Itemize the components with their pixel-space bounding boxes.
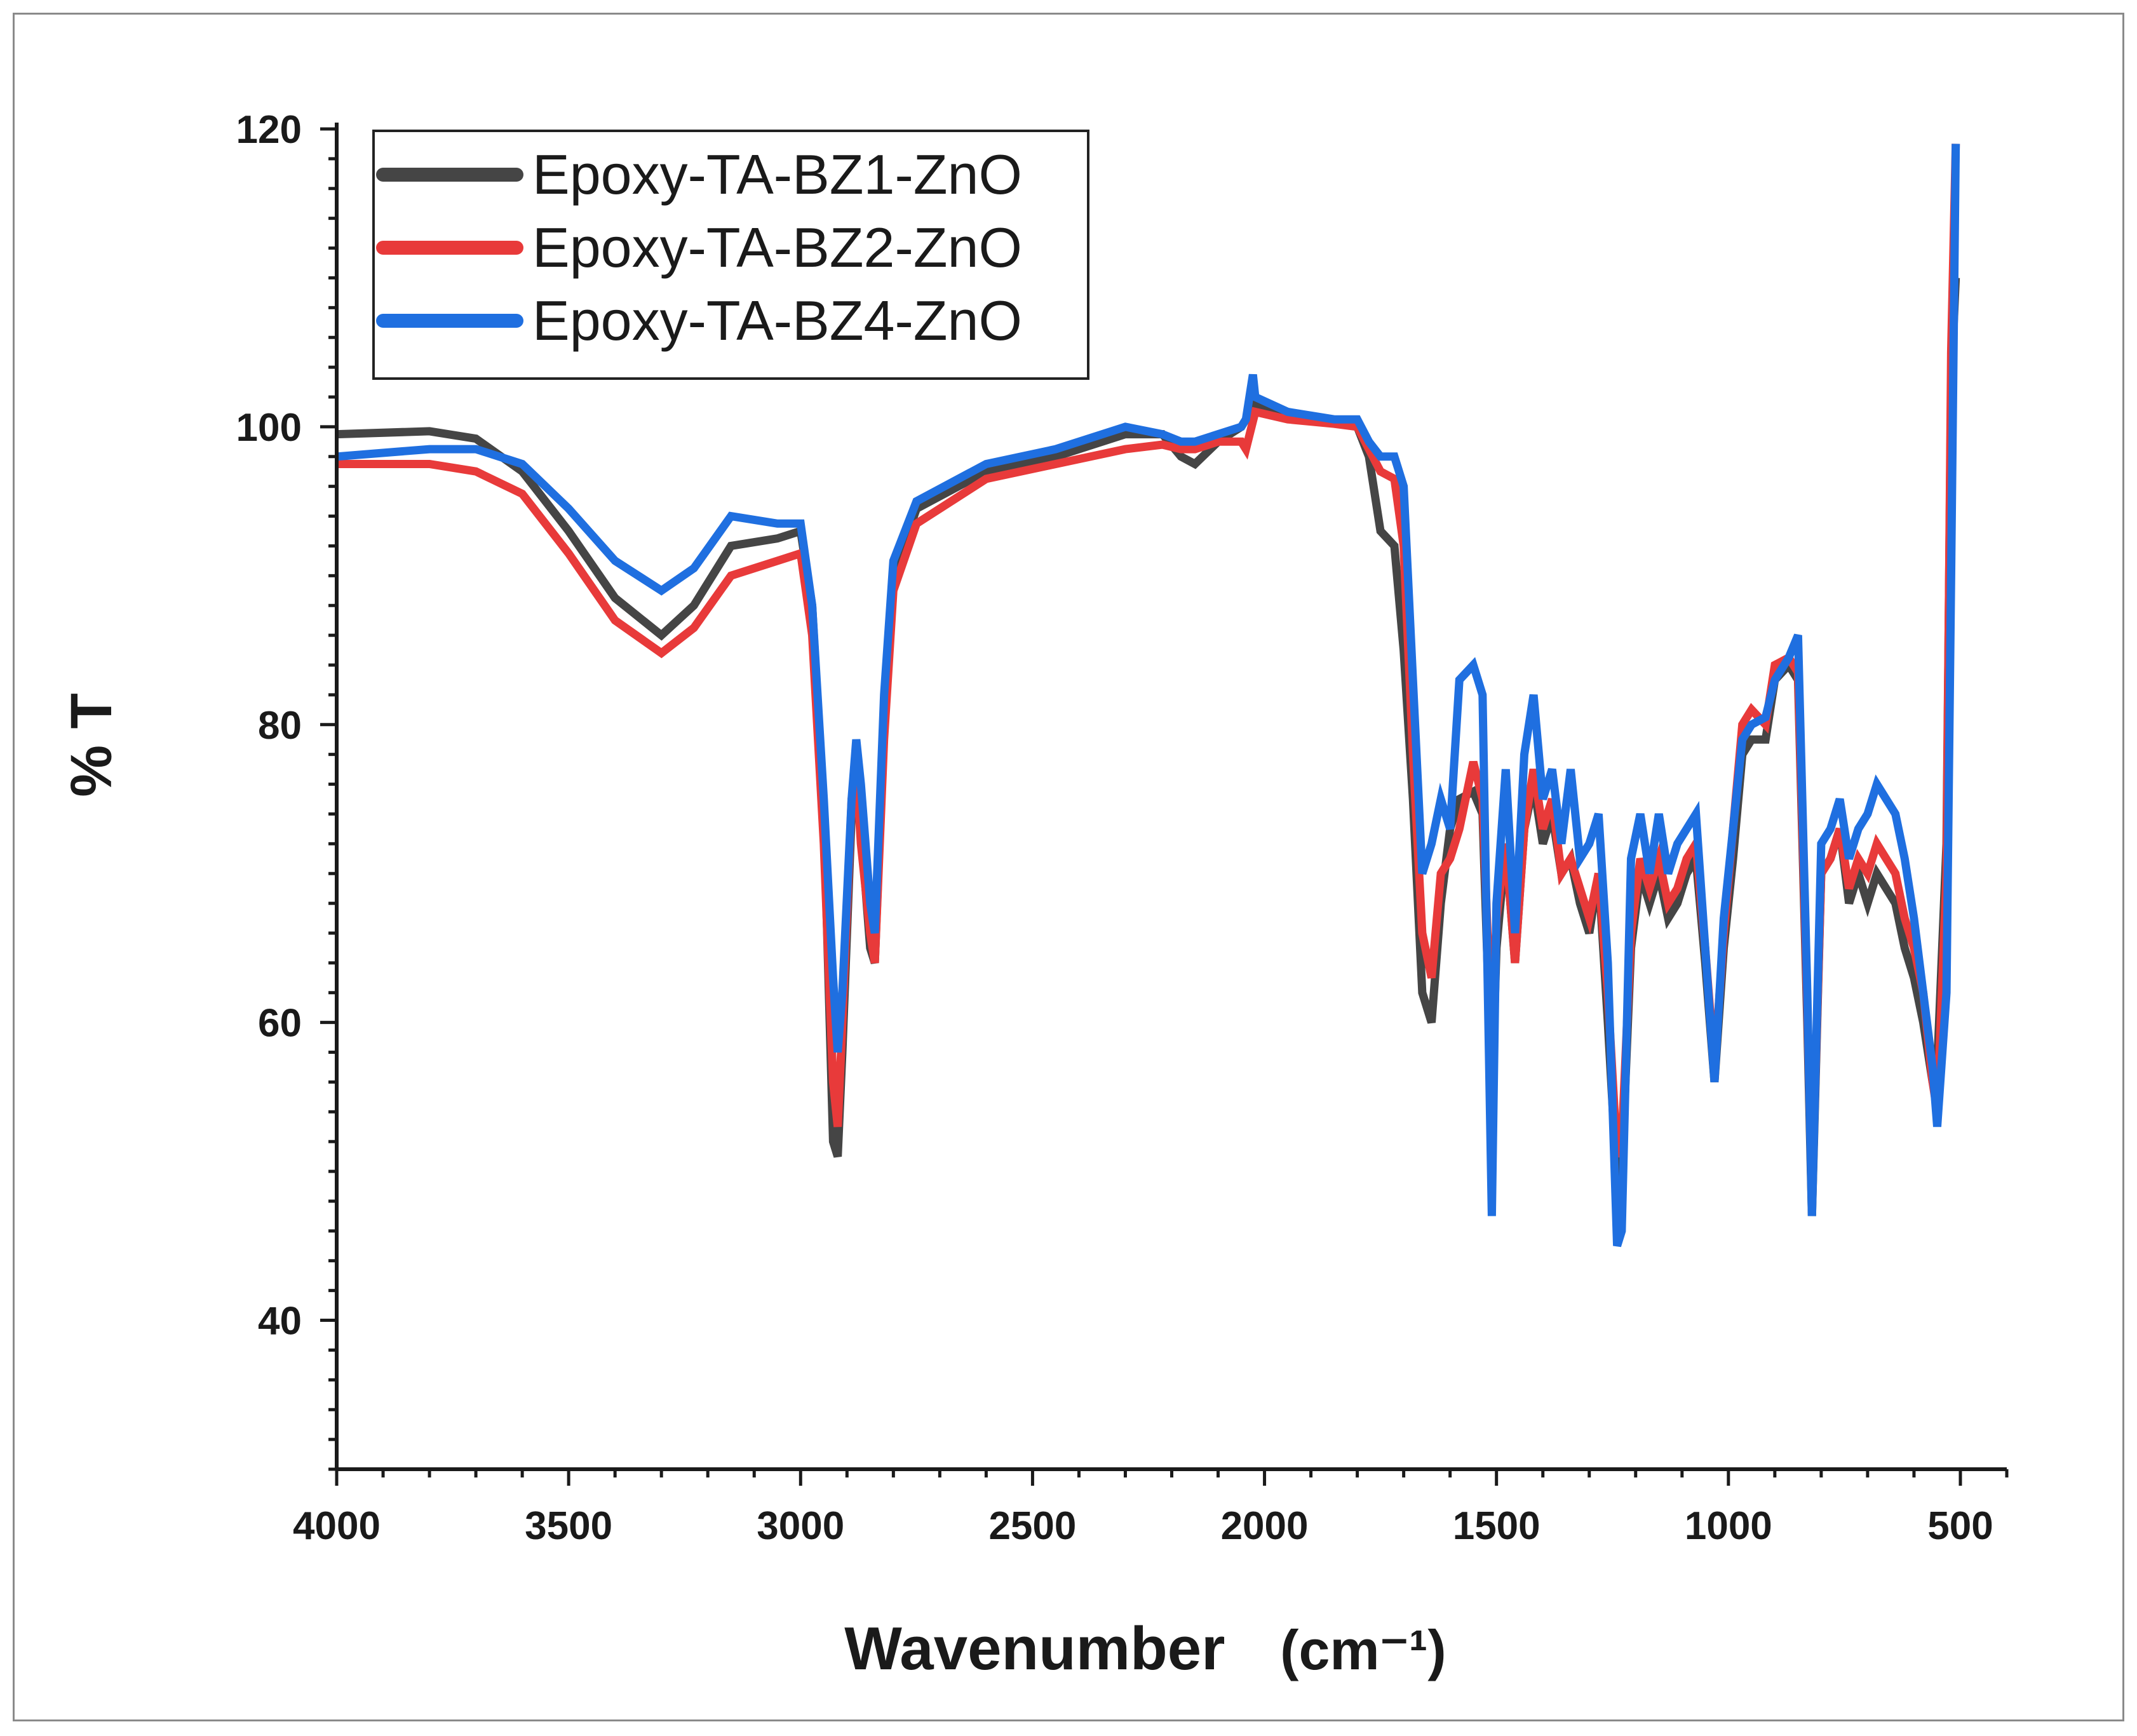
plot-lines xyxy=(336,144,1960,1248)
figure-frame: 40 60 80 100 120 4000 3500 3000 2500 2000 1500 1000… xyxy=(13,13,2124,1721)
x-tick-label: 1000 xyxy=(1685,1504,1772,1548)
x-tick-label: 3500 xyxy=(525,1504,612,1548)
x-axis-unit: (cm⁻¹) xyxy=(1280,1618,1446,1681)
y-tick-label: 100 xyxy=(236,406,302,450)
y-tick-label: 120 xyxy=(236,108,302,152)
x-axis-title: Wavenumber (cm⁻¹) xyxy=(844,1615,1446,1683)
x-tick-label: 3000 xyxy=(757,1504,844,1548)
y-tick-label: 80 xyxy=(258,704,302,748)
ticks-group xyxy=(320,127,2009,1486)
y-tick-label: 40 xyxy=(258,1300,302,1343)
legend-entry-3: Epoxy-TA-BZ4-ZnO xyxy=(532,289,1022,352)
x-axis-label: Wavenumber xyxy=(844,1615,1225,1683)
x-tick-label: 2000 xyxy=(1221,1504,1309,1548)
y-tick-label: 60 xyxy=(258,1002,302,1046)
legend-entry-2: Epoxy-TA-BZ2-ZnO xyxy=(532,216,1022,279)
x-tick-label: 2500 xyxy=(988,1504,1076,1548)
x-tick-label: 1500 xyxy=(1453,1504,1540,1548)
legend: Epoxy-TA-BZ1-ZnO Epoxy-TA-BZ2-ZnO Epoxy-… xyxy=(372,130,1089,380)
x-tick-label: 500 xyxy=(1927,1504,1993,1548)
y-axis-title: % T xyxy=(59,693,124,797)
x-tick-label: 4000 xyxy=(293,1504,381,1548)
legend-entry-1: Epoxy-TA-BZ1-ZnO xyxy=(532,143,1022,206)
series-line-3 xyxy=(336,144,1960,1248)
tick-labels-group: 40 60 80 100 120 4000 3500 3000 2500 2000 1500 1000… xyxy=(236,108,1993,1548)
ftir-chart: 40 60 80 100 120 4000 3500 3000 2500 2000 1500 1000… xyxy=(59,108,2009,1683)
